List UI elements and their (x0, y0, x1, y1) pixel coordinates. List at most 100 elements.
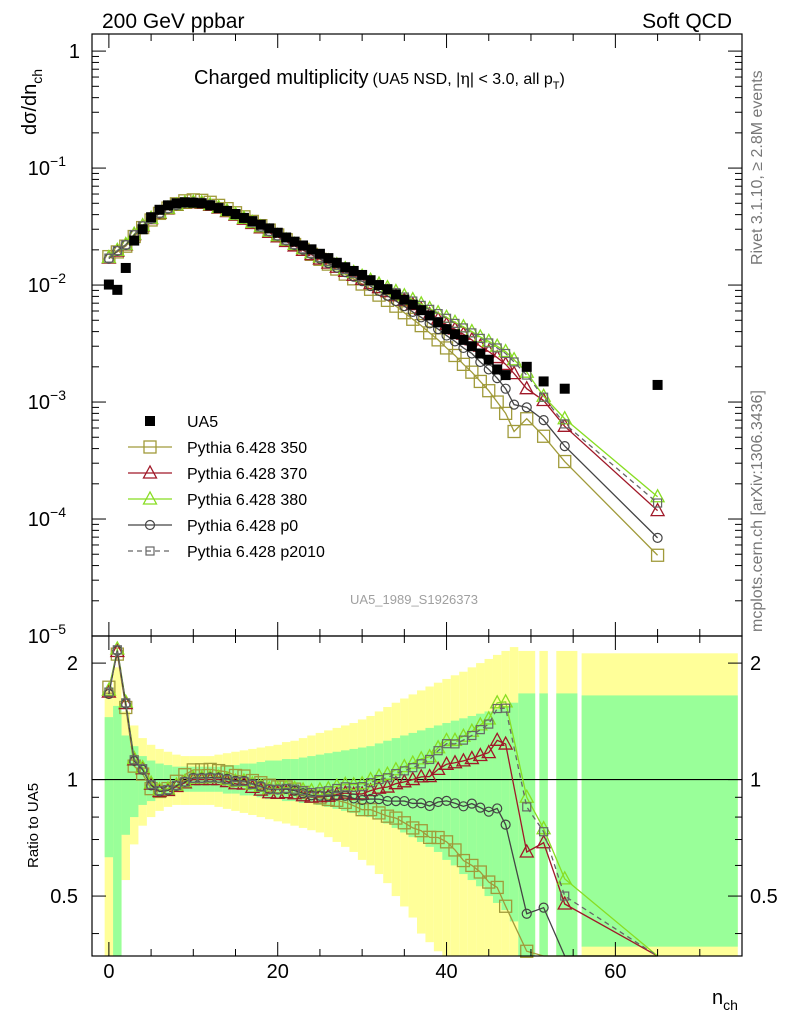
ratio-band-green (113, 705, 122, 956)
chart-subtitle-sub: T (553, 80, 560, 92)
ua5-data-point (357, 269, 368, 280)
series-point-pythia-6-428-p2010 (509, 357, 519, 367)
ratio-point-pythia-6-428-p0 (500, 819, 511, 830)
ratio-point-pythia-6-428-370 (346, 785, 362, 800)
series-point-pythia-6-428-p2010 (560, 419, 570, 429)
analysis-watermark: UA5_1989_S1926373 (350, 592, 478, 607)
ratio-band-green (539, 693, 548, 956)
ratio-point-pythia-6-428-370 (109, 643, 125, 658)
series-point-pythia-6-428-p2010 (501, 348, 511, 359)
ratio-point-pythia-6-428-350 (380, 809, 395, 823)
ua5-data-point (238, 212, 249, 223)
ratio-band-green (391, 738, 401, 828)
ratio-point-pythia-6-428-380 (498, 693, 514, 708)
x-tick-label: 20 (267, 961, 289, 983)
ratio-band-green (341, 750, 350, 811)
ratio-y-tick-label: 0.5 (50, 886, 78, 908)
ratio-y-axis: 2 2 1 1 0.5 0.5 (50, 653, 778, 935)
ratio-band-green (476, 713, 485, 887)
ratio-point-pythia-6-428-p2010 (458, 735, 469, 745)
ratio-plot-panel: 0 20 40 60 2 2 1 1 0.5 0.5 (50, 635, 778, 983)
ua5-data-point (365, 275, 376, 286)
ua5-data-point (521, 361, 532, 372)
ua5-data-point (407, 299, 418, 310)
ratio-point-pythia-6-428-370 (481, 744, 497, 759)
legend-marker (142, 490, 158, 505)
ratio-band-green (492, 709, 502, 903)
ua5-data-point (390, 289, 401, 300)
ua5-data-point (112, 284, 123, 295)
series-point-pythia-6-428-350 (498, 406, 513, 421)
chart-subtitle-close: ) (559, 71, 564, 88)
ratio-y-tick-label-right: 1 (750, 770, 761, 792)
ua5-data-point (137, 224, 148, 235)
series-point-pythia-6-428-350 (536, 429, 551, 443)
main-plot-panel: 1 10−1 10−2 10−3 10−4 10−5 UA5 Pythia 6.428 350… (28, 33, 743, 648)
main-y-tick-label: 10−4 (28, 504, 66, 531)
ratio-band-green (518, 693, 536, 956)
ratio-point-pythia-6-428-p2010 (539, 827, 549, 837)
ua5-data-point (416, 305, 427, 316)
ratio-band-green (400, 735, 409, 833)
ratio-point-pythia-6-428-p2010 (467, 730, 477, 741)
ratio-band-green (366, 746, 375, 818)
series-point-pythia-6-428-350 (465, 365, 479, 379)
ratio-point-pythia-6-428-370 (489, 731, 505, 746)
ratio-point-pythia-6-428-350 (423, 830, 437, 845)
main-y-tick-label: 10−1 (28, 153, 66, 180)
ratio-y-axis-label: Ratio to UA5 (25, 783, 42, 868)
series-point-pythia-6-428-350 (473, 374, 487, 389)
ratio-band-green (450, 720, 460, 866)
legend: UA5 Pythia 6.428 350 Pythia 6.428 370 Pythi… (128, 414, 325, 561)
ratio-band-green (581, 695, 738, 947)
legend-label: Pythia 6.428 380 (187, 492, 307, 509)
chart-subtitle-eta: η (460, 69, 470, 88)
ua5-data-point (129, 235, 140, 246)
header-left: 200 GeV ppbar (102, 10, 244, 33)
series-point-pythia-6-428-350 (507, 424, 521, 439)
ua5-data-point (205, 200, 216, 211)
ratio-point-pythia-6-428-370 (447, 754, 463, 769)
legend-label: Pythia 6.428 370 (187, 466, 307, 483)
ratio-point-pythia-6-428-370 (371, 779, 387, 794)
legend-label: Pythia 6.428 p2010 (187, 544, 325, 561)
ratio-point-pythia-6-428-370 (388, 775, 404, 790)
x-tick-label: 0 (103, 961, 114, 983)
legend-marker (145, 546, 155, 556)
ua5-data-point (213, 203, 224, 214)
rivet-version-label: Rivet 3.1.10, ≥ 2.8M events (749, 70, 766, 265)
ua5-data-point (652, 379, 663, 390)
ratio-plot-frame (91, 635, 743, 957)
ratio-band-green (433, 725, 443, 852)
ua5-data-point (458, 334, 469, 345)
legend-entry: Pythia 6.428 380 (128, 490, 307, 509)
ratio-point-pythia-6-428-350 (439, 835, 454, 849)
ua5-data-point (179, 197, 190, 208)
ratio-uncertainty-bands (104, 647, 738, 956)
ratio-point-pythia-6-428-p2010 (129, 755, 139, 765)
ratio-point-pythia-6-428-p2010 (560, 891, 570, 901)
ua5-data-point (559, 383, 570, 394)
ua5-data-point (475, 348, 486, 359)
ratio-point-pythia-6-428-350 (195, 763, 209, 777)
ua5-data-point (441, 324, 452, 335)
ratio-point-pythia-6-428-370 (438, 755, 455, 770)
ua5-data-point (449, 329, 460, 340)
legend-label: UA5 (187, 414, 218, 431)
ua5-data-point (281, 232, 292, 243)
ratio-band-green (484, 711, 493, 897)
ratio-point-pythia-6-428-p2010 (121, 698, 131, 708)
ua5-data-point (348, 265, 359, 276)
ratio-point-pythia-6-428-350 (473, 865, 487, 879)
ratio-point-pythia-6-428-350 (220, 765, 234, 779)
ratio-point-pythia-6-428-350 (372, 806, 386, 820)
ua5-data-point (374, 280, 385, 291)
ua5-data-point (424, 310, 435, 321)
ua5-data-point (272, 227, 283, 238)
ua5-data-point (382, 284, 393, 295)
series-pythia-6-428-p0 (103, 197, 663, 543)
ratio-point-pythia-6-428-380 (519, 788, 535, 803)
series-point-pythia-6-428-350 (558, 454, 572, 469)
legend-label: Pythia 6.428 350 (187, 440, 307, 457)
main-y-tick-label: 10−3 (28, 387, 66, 414)
